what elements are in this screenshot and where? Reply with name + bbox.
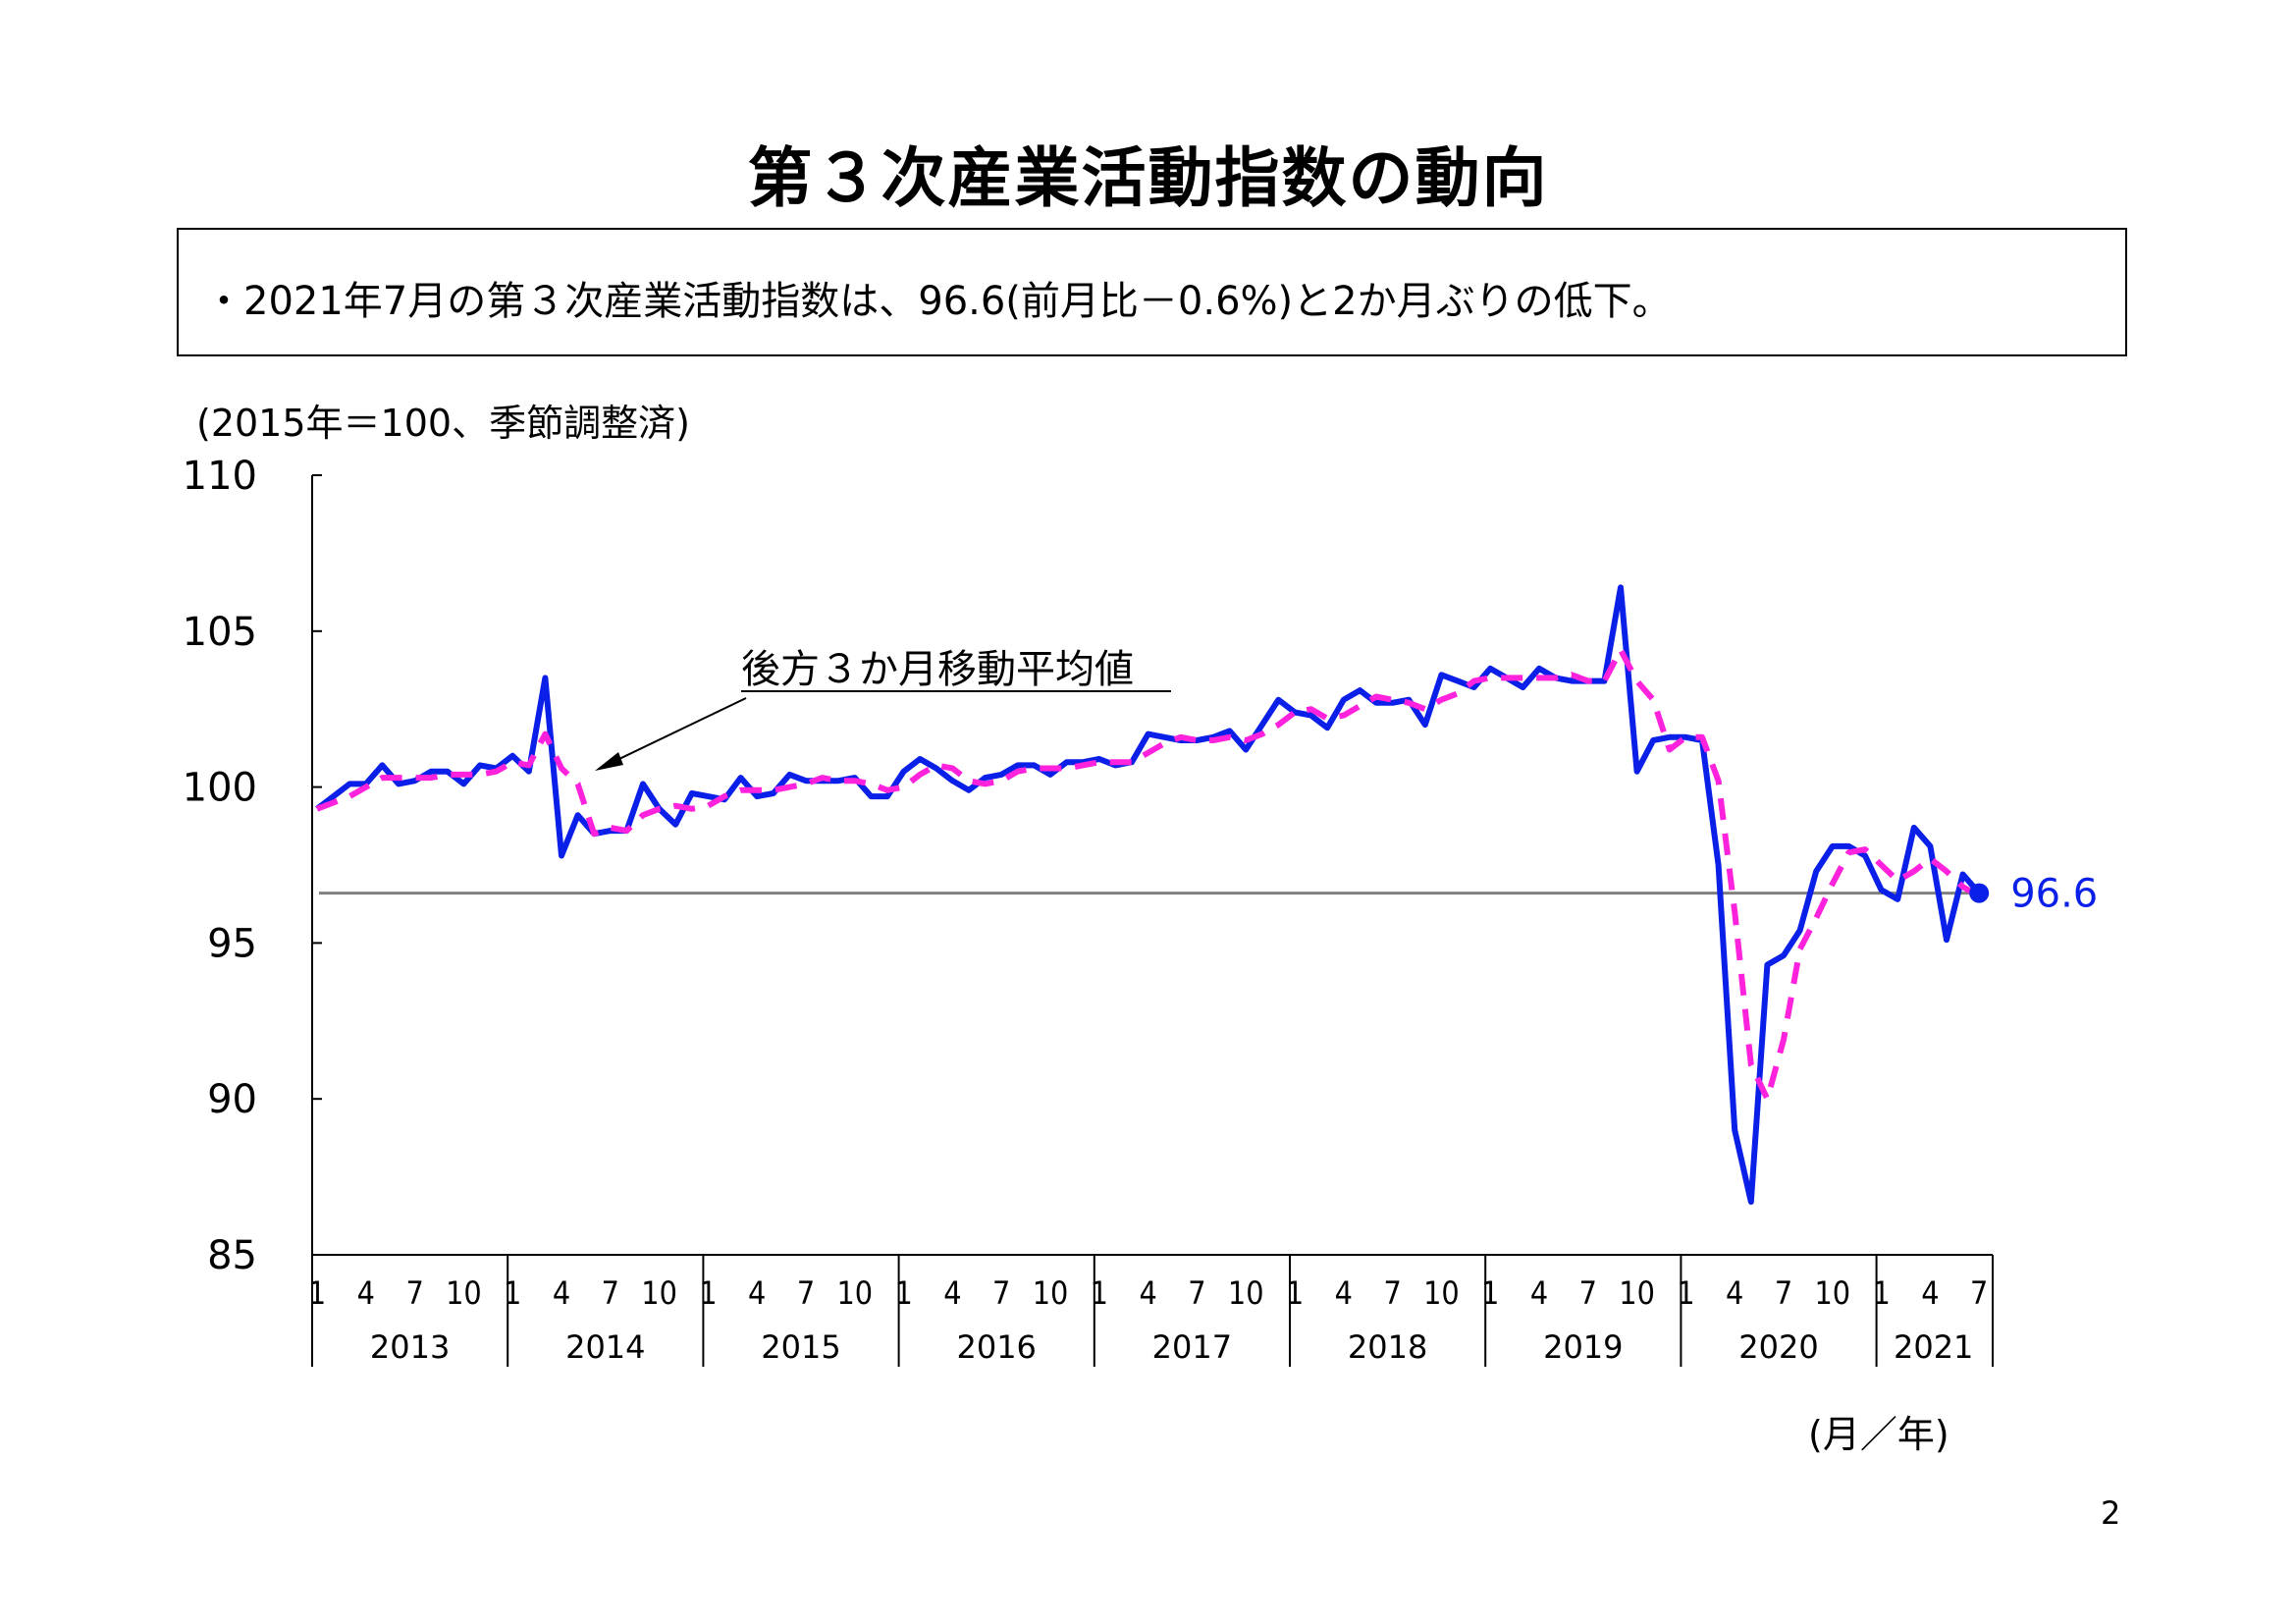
- summary-text: ・2021年7月の第３次産業活動指数は、96.6(前月比－0.6%)と2か月ぶり…: [204, 279, 1672, 324]
- x-tick-label: 10: [1814, 1274, 1850, 1312]
- last-value-label: 96.6: [2010, 872, 2098, 917]
- x-tick-label: 1: [1286, 1274, 1304, 1312]
- x-tick-label: 1: [1091, 1274, 1108, 1312]
- x-tick-label: 7: [1775, 1274, 1792, 1312]
- year-label: 2020: [1738, 1328, 1818, 1366]
- moving-average-annotation: 後方３か月移動平均値: [741, 647, 1134, 692]
- x-tick-label: 1: [894, 1274, 912, 1312]
- x-tick-label: 1: [308, 1274, 326, 1312]
- x-tick-label: 4: [748, 1274, 766, 1312]
- x-tick-label: 7: [1579, 1274, 1597, 1312]
- x-tick-label: 10: [641, 1274, 677, 1312]
- annotation-arrowhead: [595, 752, 623, 771]
- year-label: 2019: [1543, 1328, 1623, 1366]
- x-unit-label: (月／年): [1808, 1413, 1949, 1456]
- year-label: 2018: [1348, 1328, 1427, 1366]
- moving-average-line: [315, 646, 1981, 1103]
- year-label: 2013: [370, 1328, 450, 1366]
- last-point-marker: [1969, 883, 1990, 903]
- year-label: 2016: [956, 1328, 1036, 1366]
- x-tick-label: 7: [992, 1274, 1010, 1312]
- x-tick-label: 1: [1481, 1274, 1499, 1312]
- y-tick-label: 100: [183, 766, 257, 811]
- unit-label: (2015年＝100、季節調整済): [196, 402, 690, 445]
- x-tick-label: 1: [1677, 1274, 1694, 1312]
- x-tick-label: 7: [1383, 1274, 1401, 1312]
- y-tick-label: 110: [183, 454, 257, 499]
- x-tick-label: 4: [943, 1274, 961, 1312]
- year-label: 2014: [565, 1328, 645, 1366]
- summary-box: ・2021年7月の第３次産業活動指数は、96.6(前月比－0.6%)と2か月ぶり…: [177, 228, 2127, 356]
- y-tick-label: 85: [207, 1233, 257, 1278]
- x-tick-label: 10: [1033, 1274, 1069, 1312]
- y-tick-label: 105: [183, 610, 257, 655]
- x-tick-label: 4: [1530, 1274, 1548, 1312]
- x-tick-label: 4: [553, 1274, 570, 1312]
- x-tick-label: 10: [1228, 1274, 1264, 1312]
- x-tick-label: 10: [1619, 1274, 1655, 1312]
- x-tick-label: 4: [1921, 1274, 1939, 1312]
- x-tick-label: 7: [1970, 1274, 1988, 1312]
- x-tick-label: 7: [797, 1274, 815, 1312]
- year-label: 2015: [761, 1328, 840, 1366]
- x-tick-label: 7: [602, 1274, 619, 1312]
- year-label: 2021: [1894, 1328, 1973, 1366]
- x-tick-label: 7: [405, 1274, 423, 1312]
- x-tick-label: 4: [1335, 1274, 1353, 1312]
- x-tick-label: 10: [446, 1274, 482, 1312]
- y-tick-label: 95: [207, 921, 257, 966]
- x-tick-label: 1: [1872, 1274, 1890, 1312]
- x-tick-label: 1: [699, 1274, 717, 1312]
- x-tick-label: 1: [504, 1274, 521, 1312]
- x-tick-label: 4: [1726, 1274, 1743, 1312]
- page-title: 第３次産業活動指数の動向: [747, 140, 1549, 216]
- x-tick-label: 10: [1423, 1274, 1460, 1312]
- page-number: 2: [2101, 1494, 2121, 1532]
- x-tick-label: 7: [1188, 1274, 1205, 1312]
- year-label: 2017: [1152, 1328, 1232, 1366]
- x-tick-label: 4: [1139, 1274, 1156, 1312]
- x-tick-label: 4: [357, 1274, 375, 1312]
- y-tick-label: 90: [207, 1077, 257, 1122]
- annotation-arrow-line: [600, 697, 747, 769]
- index-line: [315, 584, 1982, 1205]
- x-tick-label: 10: [836, 1274, 873, 1312]
